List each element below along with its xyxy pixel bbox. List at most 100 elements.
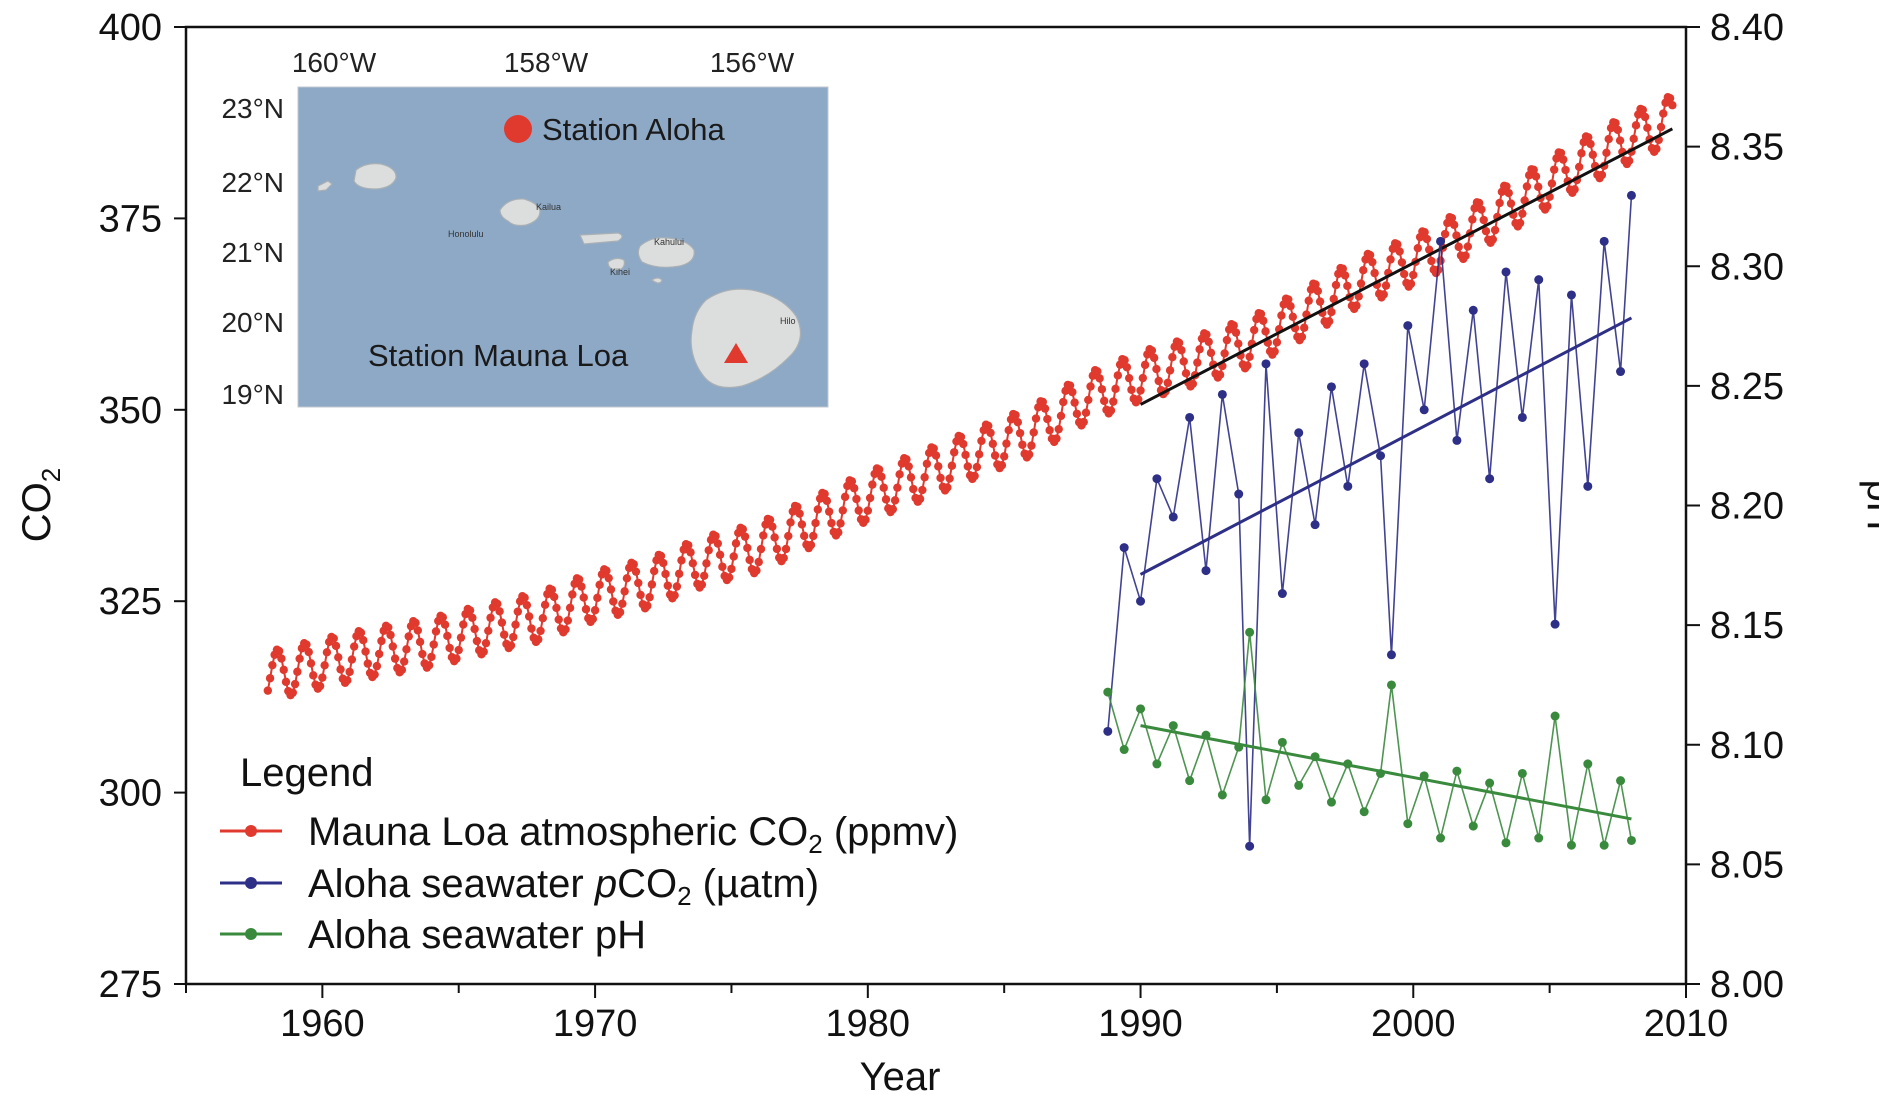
mauna-loa-point [1468, 215, 1477, 224]
mauna-loa-point [549, 592, 559, 602]
aloha-pco2-point [1626, 190, 1636, 200]
mauna-loa-point [970, 471, 979, 481]
mauna-loa-point [984, 421, 993, 431]
mauna-loa-point [606, 585, 616, 594]
mauna-loa-point [1002, 439, 1011, 448]
legend-entry-aloha-ph: Aloha seawater pH [220, 913, 646, 957]
map-lat-label: 19°N [221, 379, 284, 410]
series-aloha-ph [1103, 627, 1636, 850]
mauna-loa-point [1481, 226, 1491, 236]
mauna-loa-point [1547, 179, 1557, 188]
aloha-ph-point [1550, 711, 1560, 721]
legend-entry-aloha-pco2: Aloha seawater pCO2 (µatm) [220, 862, 819, 911]
island-oahu [499, 198, 541, 227]
mauna-loa-point [1256, 309, 1266, 319]
mauna-loa-point [1181, 369, 1191, 378]
mauna-loa-point [547, 585, 557, 595]
mauna-loa-point [331, 641, 341, 651]
mauna-loa-point [336, 665, 345, 674]
mauna-loa-point [602, 566, 611, 575]
map-town-labels: Honolulu Kailua Kahului Kihei Hilo [448, 202, 796, 326]
mauna-loa-point [836, 519, 845, 528]
mauna-loa-point [1029, 428, 1038, 437]
x-axis-title: Year [860, 1055, 941, 1094]
mauna-loa-point [534, 635, 543, 644]
mauna-loa-point [631, 567, 641, 576]
mauna-loa-point [470, 624, 479, 634]
mauna-loa-point [688, 559, 698, 568]
mauna-loa-point [809, 531, 818, 541]
mauna-loa-point [1177, 346, 1186, 355]
mauna-loa-point [1420, 228, 1429, 237]
mauna-loa-point [1072, 409, 1082, 418]
mauna-loa-point [1522, 182, 1532, 191]
mauna-loa-point [1259, 316, 1268, 325]
mauna-loa-point [343, 676, 352, 685]
mauna-loa-point [1586, 139, 1595, 149]
mauna-loa-point [909, 484, 918, 494]
aloha-ph-point [1261, 795, 1271, 805]
mauna-loa-point [1120, 356, 1129, 365]
town-label: Kihei [610, 267, 630, 277]
mauna-loa-point [727, 564, 736, 574]
mauna-loa-point [1315, 297, 1325, 306]
y-left-tick-label: 400 [99, 7, 162, 49]
aloha-pco2-point [1326, 382, 1336, 392]
x-tick-label: 2010 [1644, 1003, 1729, 1045]
mauna-loa-point [1138, 373, 1148, 383]
mauna-loa-point [656, 551, 666, 561]
mauna-loa-point [893, 483, 902, 492]
station-mauna-loa-label: Station Mauna Loa [368, 338, 629, 373]
mauna-loa-point [1602, 148, 1611, 157]
aloha-pco2-point [1599, 236, 1609, 246]
mauna-loa-point [540, 600, 550, 610]
mauna-loa-point [1059, 397, 1068, 407]
y-right-tick-label: 8.35 [1710, 127, 1784, 169]
mauna-loa-point [293, 667, 302, 676]
mauna-loa-point [711, 531, 720, 541]
mauna-loa-point [1395, 247, 1404, 256]
mauna-loa-point [386, 630, 395, 640]
mauna-loa-point [977, 436, 986, 446]
aloha-pco2-point [1217, 389, 1227, 399]
mauna-loa-point [552, 603, 561, 613]
mauna-loa-point [588, 614, 598, 624]
mauna-loa-point [920, 473, 929, 482]
mauna-loa-point [522, 600, 532, 610]
aloha-pco2-point [1436, 236, 1446, 246]
mauna-loa-point [484, 626, 493, 636]
mauna-loa-point [318, 673, 327, 682]
mauna-loa-point [1038, 397, 1048, 407]
aloha-ph-point [1616, 776, 1626, 786]
mauna-loa-point [1140, 360, 1150, 370]
mauna-loa-point [947, 461, 957, 470]
mauna-loa-point [936, 473, 945, 483]
aloha-ph-point [1485, 778, 1495, 788]
mauna-loa-point [1206, 348, 1216, 358]
mauna-loa-point [713, 539, 723, 548]
mauna-loa-point [793, 502, 802, 511]
mauna-loa-point [768, 522, 777, 531]
mauna-loa-point [1299, 323, 1309, 332]
aloha-pco2-point [1119, 543, 1129, 553]
aloha-pco2-point [1234, 489, 1244, 499]
mauna-loa-point [772, 544, 782, 554]
mauna-loa-point [661, 569, 670, 579]
mauna-loa-point [1479, 215, 1488, 225]
mauna-loa-point [1202, 330, 1211, 339]
mauna-loa-point [1070, 398, 1079, 407]
mauna-loa-point [743, 543, 752, 553]
map-lat-label: 21°N [221, 237, 284, 268]
aloha-pco2-point [1550, 619, 1560, 629]
mauna-loa-point [1284, 295, 1293, 304]
mauna-loa-point [677, 556, 686, 565]
aloha-ph-point [1452, 766, 1462, 776]
aloha-ph-point [1566, 840, 1576, 850]
aloha-pco2-point [1294, 428, 1304, 438]
mauna-loa-point [659, 558, 668, 568]
mauna-loa-point [1406, 279, 1416, 288]
mauna-loa-point [524, 612, 534, 621]
mauna-loa-point [861, 515, 870, 524]
mauna-loa-point [509, 632, 518, 642]
